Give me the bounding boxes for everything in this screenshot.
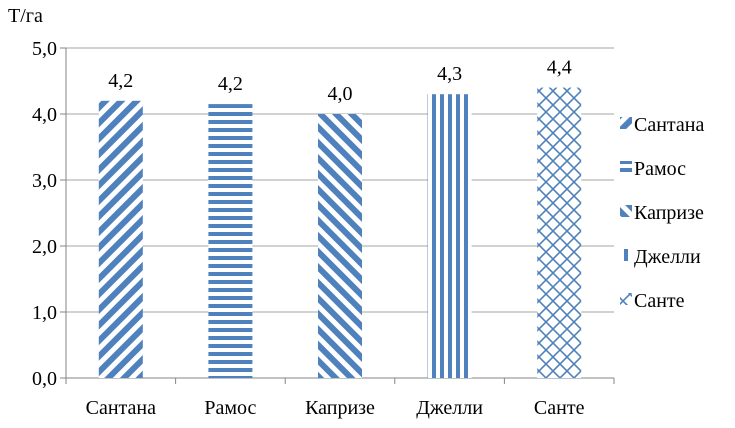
legend-key <box>620 249 632 261</box>
x-tick-label: Капризе <box>305 397 375 419</box>
x-tick-label: Рамос <box>204 397 256 419</box>
bar <box>98 100 143 379</box>
legend-key <box>620 293 632 305</box>
x-tick-label: Сантана <box>86 397 156 419</box>
y-tick-label: 2,0 <box>32 236 57 258</box>
legend: Сантана Рамос Капризе Джелли Санте <box>620 114 704 312</box>
legend-label: Рамос <box>634 158 686 180</box>
legend-label: Капризе <box>634 202 704 224</box>
x-tick-label: Джелли <box>416 397 483 419</box>
y-tick-label: 4,0 <box>32 104 57 126</box>
data-label: 4,0 <box>328 83 353 105</box>
legend-key <box>620 205 632 217</box>
bar <box>318 114 362 378</box>
y-axis-label: Т/га <box>8 5 43 27</box>
bar <box>537 87 582 378</box>
legend-label: Джелли <box>634 246 701 268</box>
y-tick-labels: 0,0 1,0 2,0 3,0 4,0 5,0 <box>32 38 57 390</box>
legend-key <box>620 161 632 173</box>
bar <box>427 94 472 378</box>
data-label: 4,2 <box>218 73 243 95</box>
legend-key <box>620 117 632 129</box>
legend-label: Санте <box>634 290 685 312</box>
y-tick-label: 3,0 <box>32 170 57 192</box>
bars <box>98 87 582 379</box>
data-label: 4,2 <box>108 70 133 92</box>
x-tick-labels: Сантана Рамос Капризе Джелли Санте <box>86 397 585 419</box>
data-label: 4,4 <box>547 57 572 79</box>
data-label: 4,3 <box>437 63 462 85</box>
data-labels: 4,2 4,2 4,0 4,3 4,4 <box>108 57 571 105</box>
y-tick-label: 0,0 <box>32 368 57 390</box>
bar <box>208 104 253 378</box>
legend-label: Сантана <box>634 114 704 136</box>
y-tick-label: 5,0 <box>32 38 57 60</box>
x-tick-label: Санте <box>534 397 585 419</box>
y-tick-label: 1,0 <box>32 302 57 324</box>
